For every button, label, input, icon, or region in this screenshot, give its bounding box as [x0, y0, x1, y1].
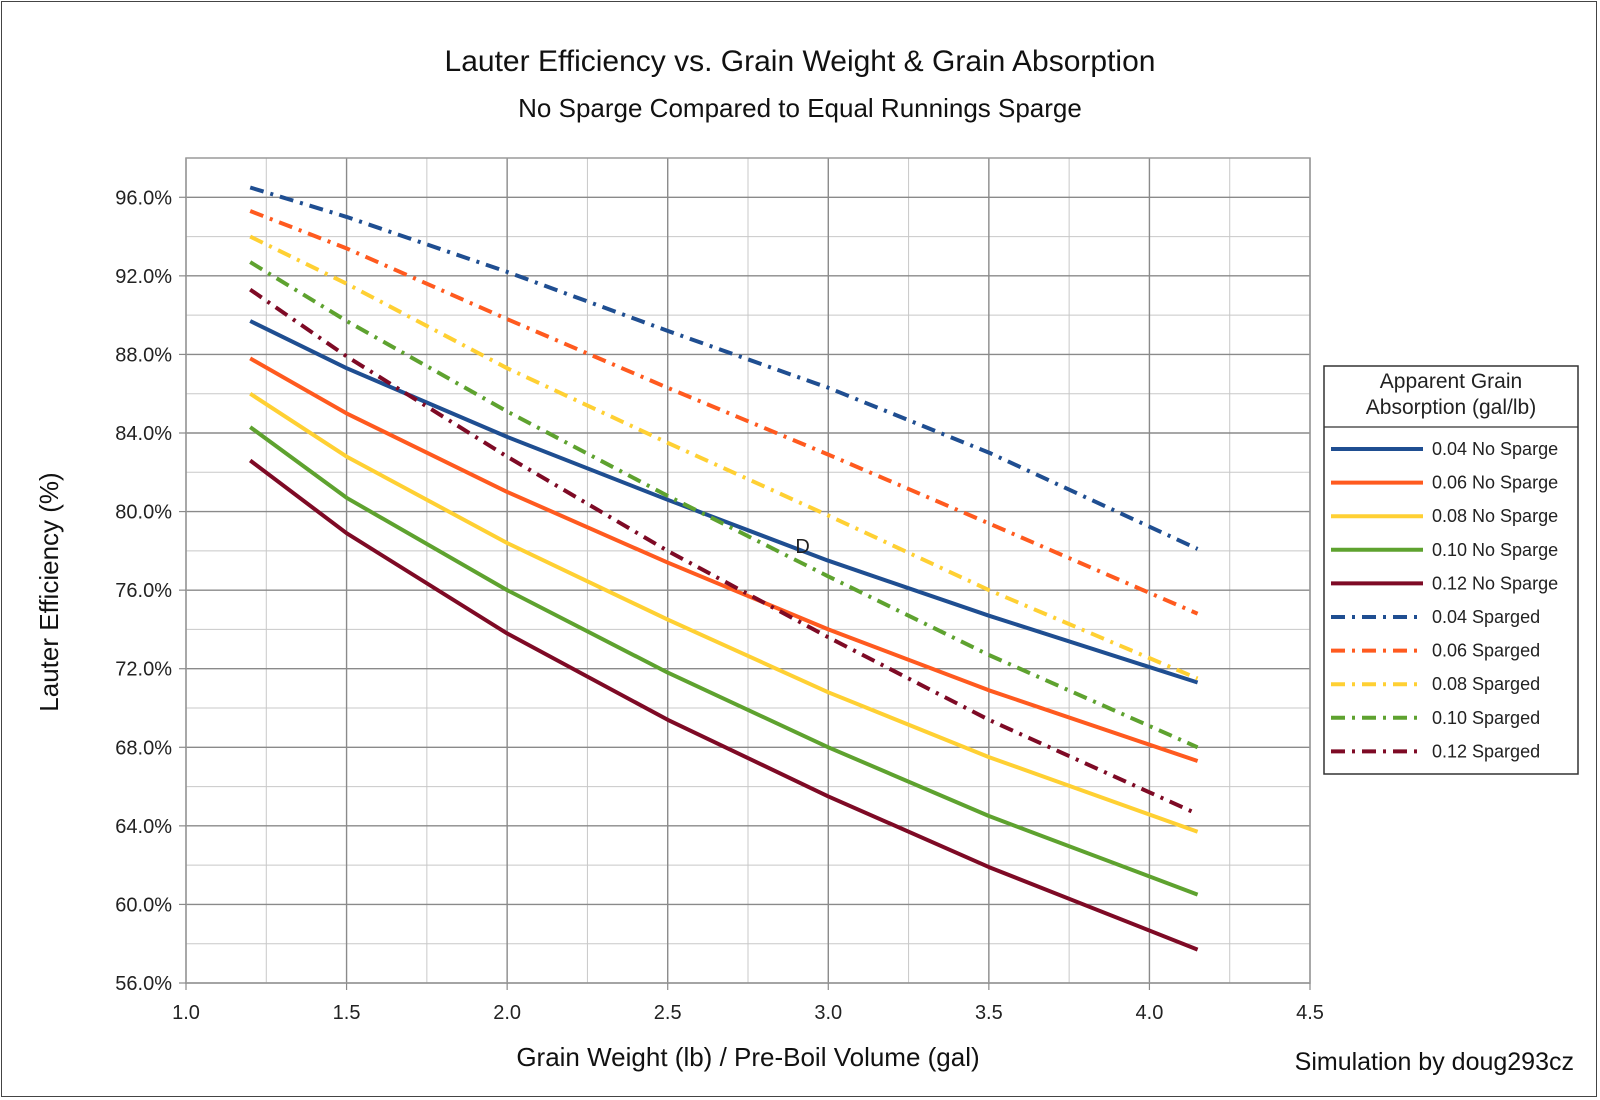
credit-text: Simulation by doug293cz	[1295, 1048, 1574, 1076]
y-tick-label: 72.0%	[115, 659, 172, 681]
legend-label-2: 0.08 No Sparge	[1432, 506, 1558, 526]
y-tick-label: 80.0%	[115, 502, 172, 524]
annotation-label: D	[795, 536, 809, 558]
series-line-7	[249, 234, 1199, 681]
series-line-1	[249, 356, 1199, 763]
series-line-6	[249, 209, 1199, 616]
chart-title: Lauter Efficiency vs. Grain Weight & Gra…	[445, 45, 1156, 78]
series-line-4	[248, 458, 1199, 952]
x-tick-label: 2.0	[493, 1002, 521, 1024]
y-axis-ticks: 56.0% 60.0% 64.0% 68.0% 72.0% 76.0% 80.0% 84.0%…	[115, 187, 186, 995]
series-line-8	[249, 260, 1199, 750]
legend-label-1: 0.06 No Sparge	[1432, 473, 1558, 493]
y-tick-label: 60.0%	[115, 894, 172, 916]
y-axis-label: Lauter Efficiency (%)	[34, 472, 64, 711]
legend-label-8: 0.10 Sparged	[1432, 708, 1540, 728]
series-line-0	[249, 319, 1199, 685]
legend: Apparent Grain Absorption (gal/lb) 0.04 N…	[1323, 365, 1579, 775]
legend-label-5: 0.04 Sparged	[1432, 607, 1540, 627]
chart-subtitle: No Sparge Compared to Equal Runnings Spa…	[518, 93, 1082, 123]
x-tick-label: 2.5	[654, 1002, 682, 1024]
legend-items: 0.04 No Sparge 0.06 No Sparge 0.08 No Spar…	[1331, 439, 1558, 761]
x-tick-label: 4.0	[1136, 1002, 1164, 1024]
y-tick-label: 92.0%	[115, 266, 172, 288]
series-lines	[248, 185, 1199, 952]
legend-title-line: Apparent Grain	[1380, 370, 1522, 393]
x-axis-ticks: 1.0 1.5 2.0 2.5 3.0 3.5 4.0 4.5	[172, 983, 1324, 1024]
x-tick-label: 4.5	[1296, 1002, 1324, 1024]
y-tick-label: 96.0%	[115, 187, 172, 209]
legend-box	[1323, 365, 1579, 775]
legend-label-6: 0.06 Sparged	[1432, 641, 1540, 661]
legend-label-7: 0.08 Sparged	[1432, 674, 1540, 694]
legend-label-0: 0.04 No Sparge	[1432, 439, 1558, 459]
series-line-5	[249, 185, 1199, 551]
y-tick-label: 64.0%	[115, 816, 172, 838]
series-line-3	[249, 425, 1199, 897]
y-tick-label: 88.0%	[115, 344, 172, 366]
y-tick-label: 84.0%	[115, 423, 172, 445]
y-tick-label: 56.0%	[115, 973, 172, 995]
legend-label-3: 0.10 No Sparge	[1432, 540, 1558, 560]
legend-title-line: Absorption (gal/lb)	[1366, 396, 1536, 419]
legend-title: Apparent Grain Absorption (gal/lb)	[1366, 370, 1536, 419]
grid-minor	[186, 157, 1310, 983]
y-tick-label: 68.0%	[115, 737, 172, 759]
plot-area	[185, 157, 1311, 984]
x-tick-label: 3.0	[814, 1002, 842, 1024]
x-axis-label: Grain Weight (lb) / Pre-Boil Volume (gal…	[516, 1042, 979, 1072]
y-tick-label: 76.0%	[115, 580, 172, 602]
legend-label-9: 0.12 Sparged	[1432, 741, 1540, 761]
x-tick-label: 3.5	[975, 1002, 1003, 1024]
x-tick-label: 1.0	[172, 1002, 200, 1024]
x-tick-label: 1.5	[333, 1002, 361, 1024]
series-line-2	[249, 392, 1199, 834]
legend-label-4: 0.12 No Sparge	[1432, 573, 1558, 593]
